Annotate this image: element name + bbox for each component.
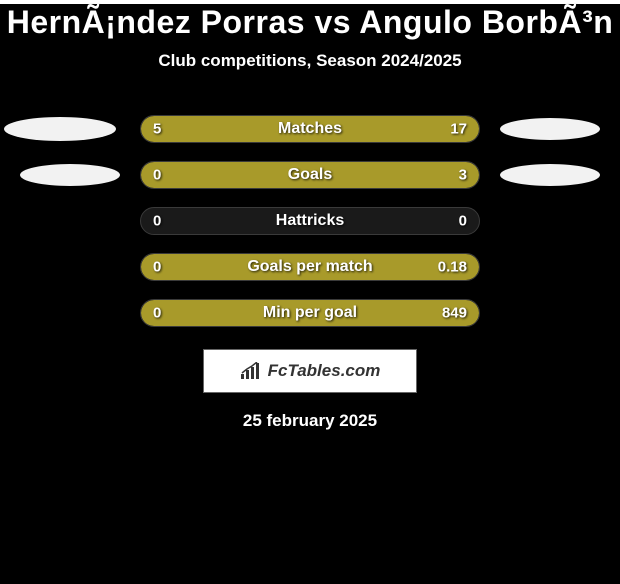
stat-row: 0 3 Goals [0,161,620,189]
stat-bar: 5 17 Matches [140,115,480,143]
stat-bar: 0 0 Hattricks [140,207,480,235]
branding-badge: FcTables.com [203,349,417,393]
bar-slot: 0 0 Hattricks [138,207,482,235]
stat-label: Goals per match [247,258,372,276]
bar-slot: 0 3 Goals [138,161,482,189]
right-badge-slot [482,118,620,140]
stat-bar: 0 0.18 Goals per match [140,253,480,281]
team-badge-right [500,164,600,186]
date-label: 25 february 2025 [0,411,620,431]
stat-value-left: 5 [153,121,161,138]
stat-bar: 0 849 Min per goal [140,299,480,327]
stat-row: 0 849 Min per goal [0,299,620,327]
stat-label: Hattricks [276,212,344,230]
stat-value-left: 0 [153,259,161,276]
subtitle: Club competitions, Season 2024/2025 [0,51,620,71]
stat-rows: 5 17 Matches 0 3 Goals 0 0 Hattricks 0 0.18 Goals p… [0,115,620,327]
stat-value-left: 0 [153,213,161,230]
branding-text: FcTables.com [268,361,381,381]
stat-value-right: 849 [442,305,467,322]
right-badge-slot [482,164,620,186]
bar-slot: 5 17 Matches [138,115,482,143]
left-badge-slot [0,117,138,141]
stat-label: Matches [278,120,342,138]
chart-icon [240,362,262,380]
bar-fill-right [219,116,479,142]
page-title: HernÃ¡ndez Porras vs Angulo BorbÃ³n [0,4,620,41]
stat-value-right: 3 [459,167,467,184]
team-badge-left [20,164,120,186]
stat-value-left: 0 [153,167,161,184]
stat-value-right: 0.18 [438,259,467,276]
bar-slot: 0 849 Min per goal [138,299,482,327]
team-badge-left [4,117,116,141]
stat-label: Goals [288,166,332,184]
team-badge-right [500,118,600,140]
stat-value-right: 0 [459,213,467,230]
stat-value-left: 0 [153,305,161,322]
left-badge-slot [0,164,138,186]
stat-label: Min per goal [263,304,357,322]
stat-bar: 0 3 Goals [140,161,480,189]
stat-row: 0 0.18 Goals per match [0,253,620,281]
stat-value-right: 17 [450,121,467,138]
stat-row: 5 17 Matches [0,115,620,143]
bar-slot: 0 0.18 Goals per match [138,253,482,281]
stat-row: 0 0 Hattricks [0,207,620,235]
comparison-infographic: HernÃ¡ndez Porras vs Angulo BorbÃ³n Club… [0,4,620,584]
